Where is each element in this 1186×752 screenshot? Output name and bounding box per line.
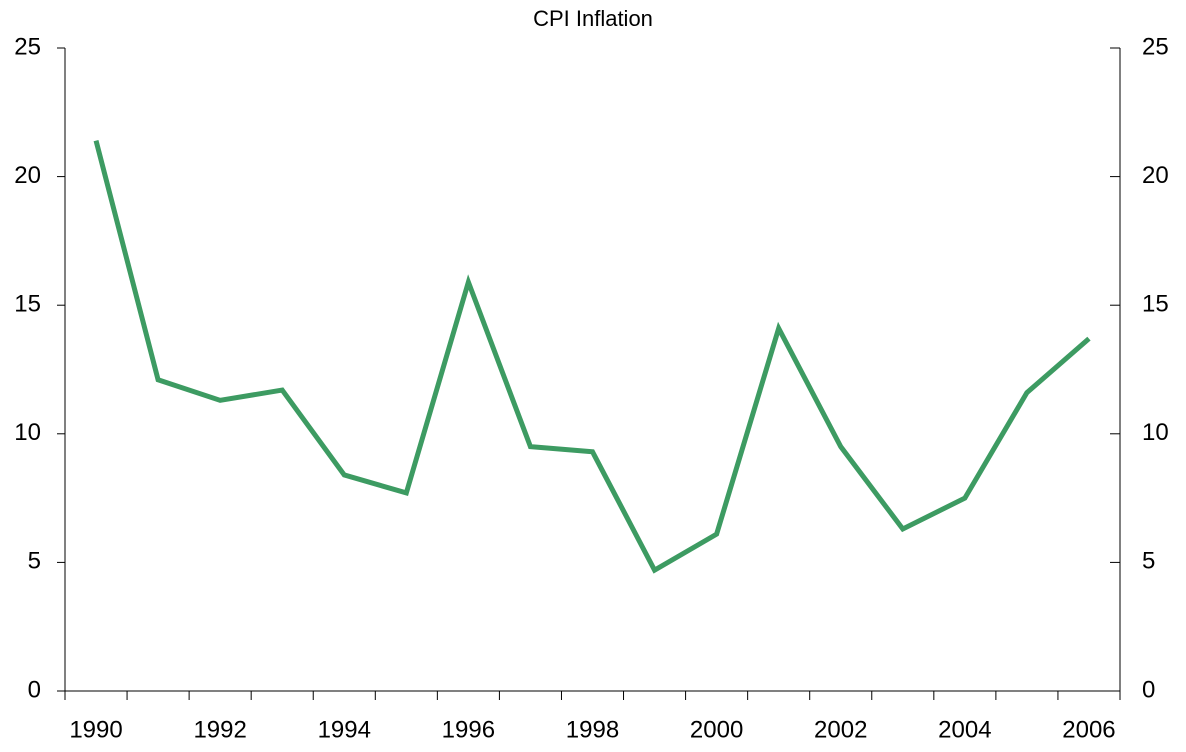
chart-title: CPI Inflation <box>533 6 653 31</box>
x-tick-label: 1992 <box>193 716 246 743</box>
y2-tick-label: 10 <box>1142 419 1169 446</box>
x-tick-label: 2000 <box>690 716 743 743</box>
y-tick-label: 0 <box>28 676 41 703</box>
x-tick-label: 1998 <box>566 716 619 743</box>
x-tick-label: 1990 <box>69 716 122 743</box>
y-tick-label: 20 <box>14 162 41 189</box>
y2-tick-label: 25 <box>1142 33 1169 60</box>
y-tick-label: 10 <box>14 419 41 446</box>
y2-tick-label: 0 <box>1142 676 1155 703</box>
x-tick-label: 2006 <box>1062 716 1115 743</box>
y2-tick-label: 15 <box>1142 291 1169 318</box>
x-tick-label: 1996 <box>442 716 495 743</box>
x-tick-label: 2002 <box>814 716 867 743</box>
y2-tick-label: 5 <box>1142 548 1155 575</box>
y-tick-label: 15 <box>14 291 41 318</box>
y2-tick-label: 20 <box>1142 162 1169 189</box>
y-tick-label: 25 <box>14 33 41 60</box>
x-tick-label: 1994 <box>318 716 371 743</box>
y-tick-label: 5 <box>28 548 41 575</box>
data-line <box>93 139 1091 574</box>
x-tick-label: 2004 <box>938 716 991 743</box>
